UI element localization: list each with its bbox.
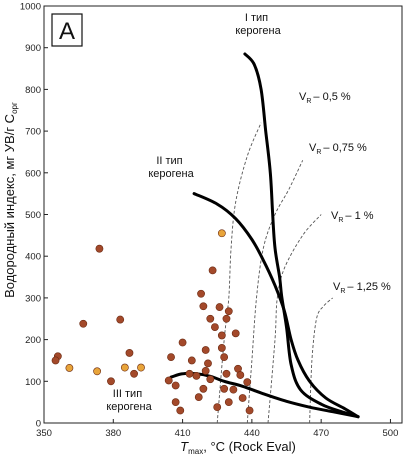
data-point bbox=[215, 303, 224, 311]
y-tick-label: 800 bbox=[25, 85, 41, 96]
data-point bbox=[95, 244, 104, 253]
y-tick-label: 1000 bbox=[20, 2, 41, 13]
data-point bbox=[178, 338, 187, 347]
x-tick-label: 470 bbox=[313, 428, 329, 439]
data-point bbox=[187, 356, 196, 365]
data-point bbox=[204, 359, 212, 368]
data-point bbox=[222, 314, 231, 323]
x-axis-title: Tmax, °C (Rock Eval) bbox=[180, 439, 296, 456]
kerogen-label-type-1: I тип керогена bbox=[235, 12, 281, 37]
panel-label-box bbox=[51, 13, 83, 47]
y-tick-label: 300 bbox=[25, 293, 41, 304]
x-tick-label: 380 bbox=[105, 428, 121, 439]
kerogen-label-type-3: III тип керогена bbox=[106, 388, 152, 413]
vitrinite-label-0-75: VR – 0,75 % bbox=[309, 142, 367, 156]
kerogen-label-type-2: II тип керогена bbox=[148, 155, 194, 180]
y-tick-label: 100 bbox=[25, 377, 41, 388]
data-point bbox=[79, 319, 88, 328]
kerogen-curve bbox=[192, 192, 360, 419]
data-point bbox=[120, 363, 129, 372]
data-point bbox=[130, 369, 138, 378]
data-point bbox=[137, 363, 145, 372]
data-points bbox=[51, 229, 254, 415]
vitrinite-label-1-25: VR – 1,25 % bbox=[333, 281, 391, 295]
y-tick-label: 600 bbox=[25, 168, 41, 179]
data-point bbox=[217, 229, 226, 238]
data-point bbox=[224, 398, 233, 407]
data-point bbox=[171, 381, 180, 390]
data-point bbox=[107, 377, 115, 386]
y-tick-label: 0 bbox=[36, 419, 41, 430]
data-point bbox=[171, 398, 180, 407]
data-point bbox=[201, 366, 210, 375]
vitrinite-label-1: VR – 1 % bbox=[331, 210, 374, 224]
data-point bbox=[211, 323, 219, 331]
data-point bbox=[199, 384, 208, 393]
vitrinite-label-0-5: VR – 0,5 % bbox=[299, 91, 351, 105]
vitrinite-lines bbox=[216, 122, 334, 424]
data-point bbox=[238, 394, 247, 402]
vitrinite-line bbox=[216, 122, 262, 424]
data-point bbox=[93, 367, 102, 376]
data-point bbox=[231, 329, 240, 338]
x-tick-label: 350 bbox=[36, 428, 52, 439]
panel-label: A bbox=[59, 18, 75, 45]
x-tick-label: 410 bbox=[175, 428, 191, 439]
y-tick-label: 900 bbox=[25, 43, 41, 54]
y-tick-label: 400 bbox=[25, 252, 41, 263]
data-point bbox=[185, 369, 194, 378]
x-tick-label: 440 bbox=[244, 428, 260, 439]
data-point bbox=[220, 353, 229, 362]
y-tick-label: 500 bbox=[25, 210, 41, 221]
data-point bbox=[164, 376, 173, 385]
data-point bbox=[65, 364, 74, 372]
data-point bbox=[217, 344, 226, 352]
data-point bbox=[206, 314, 215, 323]
data-point bbox=[51, 356, 60, 365]
y-tick-label: 700 bbox=[25, 127, 41, 138]
data-point bbox=[176, 406, 185, 415]
data-point bbox=[243, 378, 252, 387]
data-point bbox=[167, 353, 175, 362]
y-tick-label: 200 bbox=[25, 335, 41, 346]
data-point bbox=[192, 371, 201, 380]
vitrinite-line bbox=[267, 214, 322, 424]
data-point bbox=[245, 406, 254, 415]
data-point bbox=[217, 331, 226, 340]
data-point bbox=[220, 384, 229, 393]
data-point bbox=[201, 346, 210, 354]
x-tick-label: 500 bbox=[383, 428, 399, 439]
data-point bbox=[208, 266, 217, 275]
data-point bbox=[197, 289, 205, 298]
data-point bbox=[224, 307, 233, 316]
data-point bbox=[229, 385, 238, 394]
data-point bbox=[125, 349, 134, 357]
data-point bbox=[222, 369, 231, 378]
data-point bbox=[206, 375, 215, 384]
data-point bbox=[199, 302, 208, 311]
data-point bbox=[236, 371, 245, 379]
data-point bbox=[194, 393, 203, 402]
y-axis-title: Водородный индекс, мг УВ/г Cорг bbox=[2, 102, 19, 298]
data-point bbox=[213, 403, 222, 412]
vitrinite-line bbox=[246, 160, 304, 424]
kerogen-curve bbox=[243, 52, 360, 419]
data-point bbox=[116, 315, 125, 324]
axis-ticks: 350 380 410 440 470 500 0 100 200 300 400 500 600 700… bbox=[20, 2, 399, 440]
